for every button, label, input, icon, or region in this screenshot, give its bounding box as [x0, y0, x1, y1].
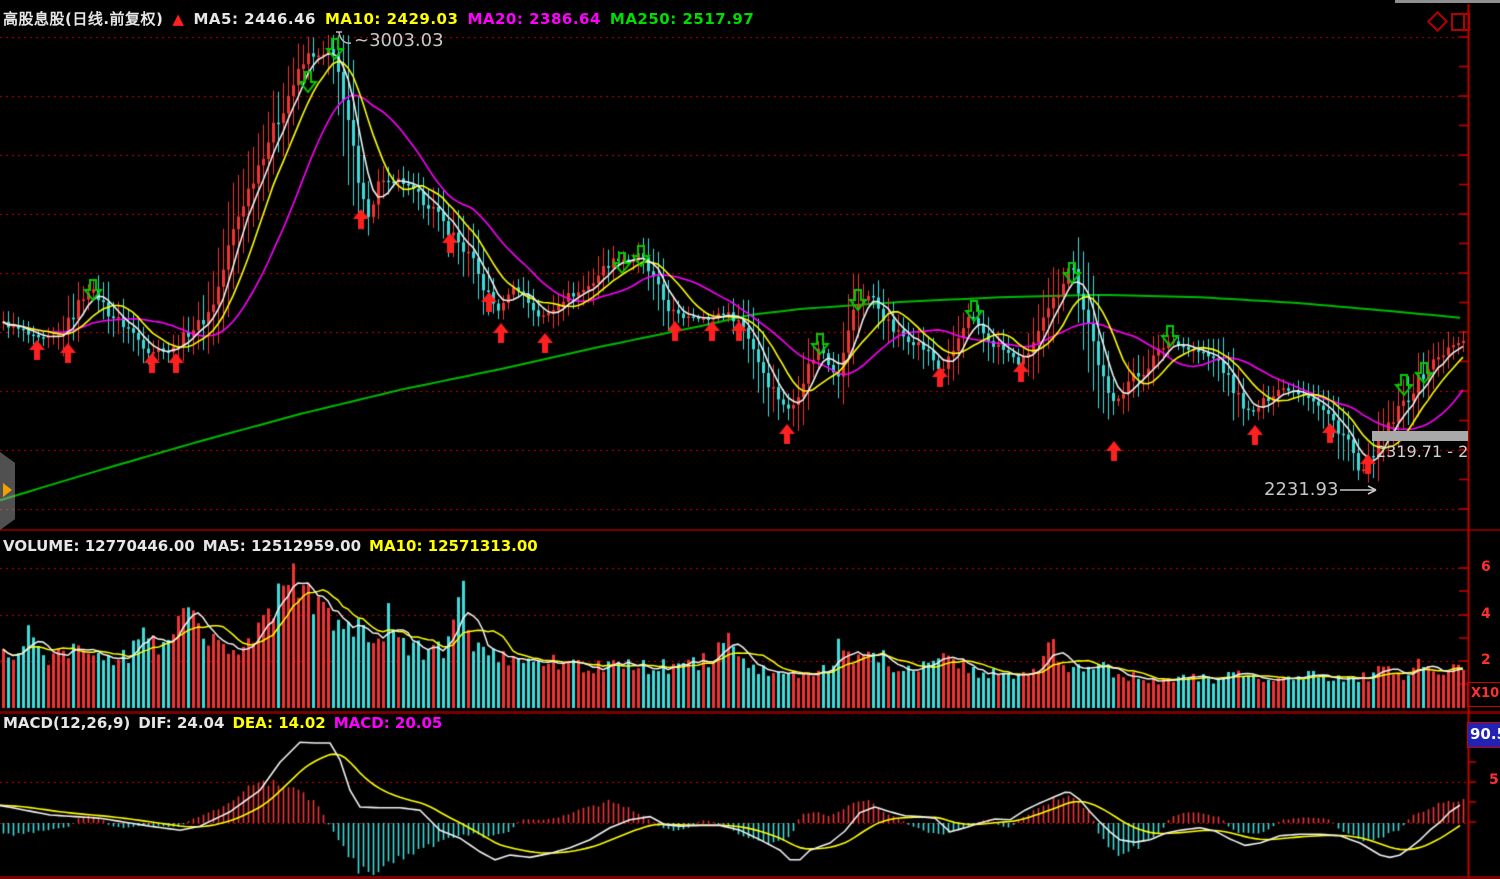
- macd-header: MACD(12,26,9) DIF: 24.04 DEA: 14.02 MACD: 2…: [3, 714, 450, 732]
- ma10-value: MA10: 2429.03: [324, 10, 459, 28]
- volume-axis-tick-4: 4: [1481, 606, 1491, 622]
- ma250-value: MA250: 2517.97: [609, 10, 755, 28]
- up-arrow-icon: ▲: [172, 10, 185, 28]
- volume-ma5-value: MA5: 12512959.00: [202, 537, 362, 555]
- low-annotation: 2231.93: [1264, 479, 1384, 500]
- macd-scale-badge: 90.5: [1467, 722, 1500, 748]
- expand-arrow-icon: [3, 483, 12, 497]
- low-annotation-arrow: [1340, 484, 1377, 495]
- macd-name: MACD(12,26,9): [3, 714, 131, 732]
- peak-value: ~3003.03: [354, 30, 444, 51]
- macd-axis-tick: 5: [1489, 772, 1499, 788]
- range-tooltip: 2319.71 - 2: [1376, 442, 1469, 461]
- window-restore-icon[interactable]: [1451, 13, 1470, 31]
- volume-header: VOLUME: 12770446.00 MA5: 12512959.00 MA10:…: [3, 537, 546, 555]
- instrument-title: 高股息股(日线.前复权): [3, 10, 164, 28]
- window-edge: [1395, 0, 1500, 3]
- volume-ma10-value: MA10: 12571313.00: [369, 537, 538, 555]
- ma5-value: MA5: 2446.46: [193, 10, 316, 28]
- tooltip-title-bar[interactable]: [1372, 431, 1468, 441]
- sidebar-expand-handle[interactable]: [0, 452, 15, 530]
- volume-value: VOLUME: 12770446.00: [3, 537, 195, 555]
- ma20-value: MA20: 2386.64: [467, 10, 601, 28]
- dif-value: DIF: 24.04: [138, 714, 225, 732]
- peak-callout-line: [336, 31, 352, 44]
- main-chart-header: 高股息股(日线.前复权) ▲ MA5: 2446.46 MA10: 2429.03 MA…: [3, 8, 763, 29]
- volume-axis-tick-2: 2: [1481, 652, 1491, 668]
- dea-value: DEA: 14.02: [232, 714, 326, 732]
- volume-unit-label: X10: [1467, 682, 1500, 707]
- volume-axis-tick-6: 6: [1481, 559, 1491, 575]
- low-value: 2231.93: [1264, 479, 1339, 500]
- macd-value: MACD: 20.05: [333, 714, 443, 732]
- peak-annotation: ~3003.03: [332, 30, 444, 51]
